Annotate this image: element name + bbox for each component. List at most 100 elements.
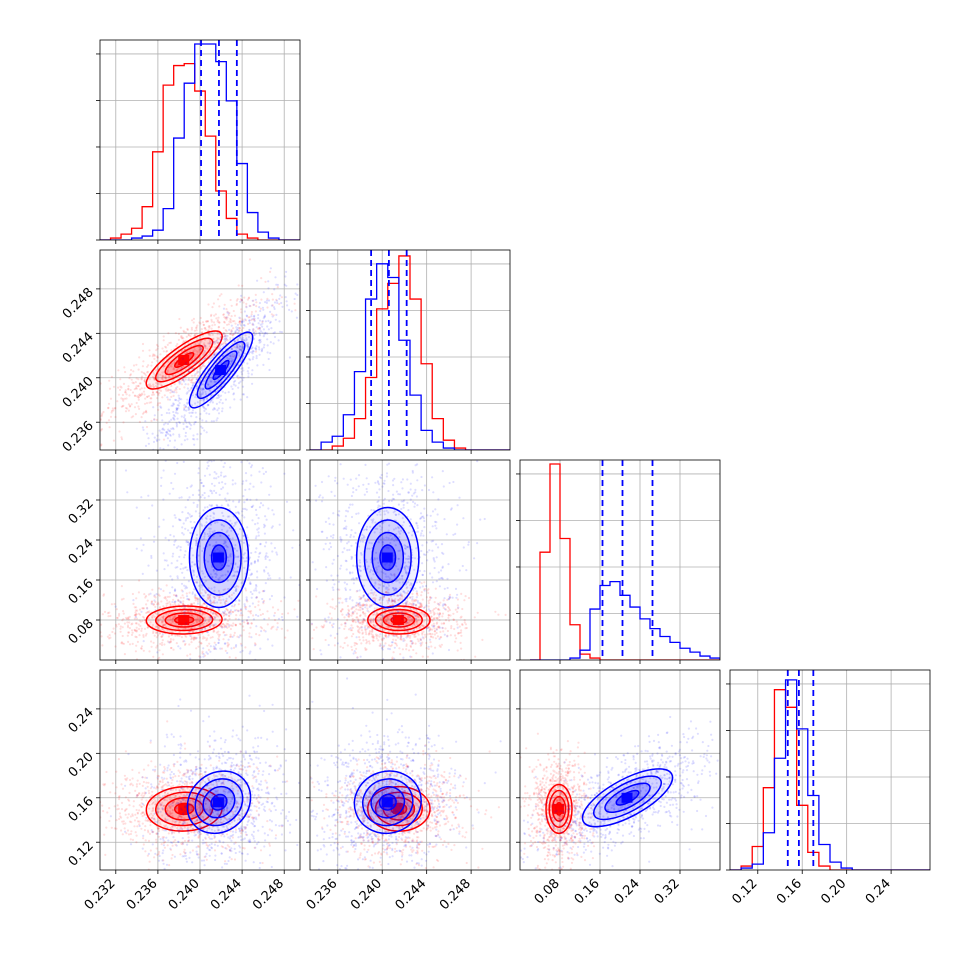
blue-scatter-point <box>253 589 256 592</box>
red-scatter-point <box>181 336 184 339</box>
blue-scatter-point <box>184 405 187 408</box>
blue-scatter-point <box>185 421 188 424</box>
red-scatter-point <box>413 633 416 636</box>
red-scatter-point <box>180 337 184 340</box>
blue-scatter-point <box>296 283 299 286</box>
blue-scatter-point <box>248 556 252 559</box>
red-scatter-point <box>375 633 378 636</box>
blue-scatter-point <box>349 535 352 539</box>
red-scatter-point <box>415 620 418 624</box>
blue-scatter-point <box>412 447 414 449</box>
red-scatter-point <box>364 648 367 652</box>
red-scatter-point <box>447 610 450 613</box>
red-scatter-point <box>240 329 243 332</box>
red-scatter-point <box>161 377 164 380</box>
blue-scatter-point <box>208 473 211 476</box>
blue-scatter-point <box>303 278 305 280</box>
blue-scatter-point <box>182 460 185 463</box>
red-scatter-point <box>212 630 215 633</box>
red-scatter-point <box>125 393 128 396</box>
blue-scatter-point <box>189 634 192 638</box>
blue-scatter-point <box>217 578 220 581</box>
blue-scatter-point <box>246 362 249 365</box>
blue-scatter-point <box>179 549 182 552</box>
red-scatter-point <box>195 343 198 346</box>
blue-scatter-point <box>215 397 218 400</box>
red-scatter-point <box>153 357 156 360</box>
blue-scatter-point <box>346 542 349 545</box>
blue-scatter-point <box>242 339 245 342</box>
blue-scatter-point <box>194 594 197 597</box>
red-scatter-point <box>145 603 148 606</box>
red-scatter-point <box>409 596 412 599</box>
red-scatter-point <box>233 345 236 348</box>
red-scatter-point <box>194 581 197 584</box>
red-scatter-point <box>161 375 164 378</box>
red-scatter-point <box>229 317 232 320</box>
blue-scatter-point <box>239 345 242 348</box>
blue-scatter-point <box>182 567 185 570</box>
blue-scatter-point <box>177 518 181 521</box>
red-scatter-point <box>439 636 442 639</box>
red-scatter-point <box>248 316 251 319</box>
red-scatter-point <box>107 419 111 422</box>
blue-scatter-point <box>193 423 196 426</box>
red-scatter-point <box>222 631 225 634</box>
blue-scatter-point <box>217 475 220 478</box>
red-scatter-point <box>321 626 324 629</box>
blue-scatter-point <box>244 318 247 321</box>
blue-scatter-point <box>201 584 204 587</box>
red-scatter-point <box>230 624 233 627</box>
red-scatter-point <box>156 347 159 350</box>
red-scatter-point <box>431 624 434 627</box>
red-scatter-point <box>315 595 318 598</box>
red-scatter-point <box>254 605 257 609</box>
blue-scatter-point <box>174 451 176 453</box>
blue-scatter-point <box>210 460 213 463</box>
blue-scatter-point <box>415 581 418 584</box>
blue-scatter-point <box>327 517 330 520</box>
red-scatter-point <box>190 374 194 377</box>
blue-scatter-point <box>251 358 254 361</box>
red-scatter-point <box>312 648 315 651</box>
red-scatter-point <box>133 617 136 620</box>
blue-scatter-point <box>368 605 371 609</box>
red-scatter-point <box>347 611 350 615</box>
blue-density-peak <box>212 552 224 563</box>
red-scatter-point <box>186 654 189 657</box>
blue-scatter-point <box>270 542 273 545</box>
red-scatter-point <box>100 635 103 638</box>
blue-scatter-point <box>265 566 268 569</box>
blue-scatter-point <box>230 529 233 532</box>
red-scatter-point <box>134 609 137 612</box>
red-scatter-point <box>133 614 136 617</box>
blue-scatter-point <box>245 437 247 439</box>
red-scatter-point <box>185 592 188 595</box>
blue-scatter-point <box>168 641 171 644</box>
red-scatter-point <box>163 394 166 397</box>
red-scatter-point <box>150 640 153 643</box>
blue-scatter-point <box>208 389 211 392</box>
red-scatter-point <box>173 601 176 604</box>
red-scatter-point <box>137 591 140 594</box>
red-scatter-point <box>419 660 421 662</box>
blue-scatter-point <box>315 499 318 502</box>
blue-scatter-point <box>428 638 432 641</box>
blue-scatter-point <box>176 566 179 569</box>
red-scatter-point <box>415 619 418 622</box>
blue-scatter-point <box>268 598 271 601</box>
red-scatter-point <box>229 319 232 322</box>
red-scatter-point <box>371 636 374 639</box>
red-scatter-point <box>414 617 417 620</box>
red-scatter-point <box>165 357 168 360</box>
blue-scatter-point <box>185 541 188 544</box>
blue-scatter-point <box>196 433 199 436</box>
red-scatter-point <box>369 617 373 620</box>
blue-scatter-point <box>230 522 233 525</box>
red-scatter-point <box>415 598 418 602</box>
blue-scatter-point <box>261 331 264 334</box>
red-scatter-point <box>201 623 204 626</box>
blue-scatter-point <box>209 593 212 596</box>
red-scatter-point <box>166 599 169 602</box>
red-scatter-point <box>146 395 149 398</box>
